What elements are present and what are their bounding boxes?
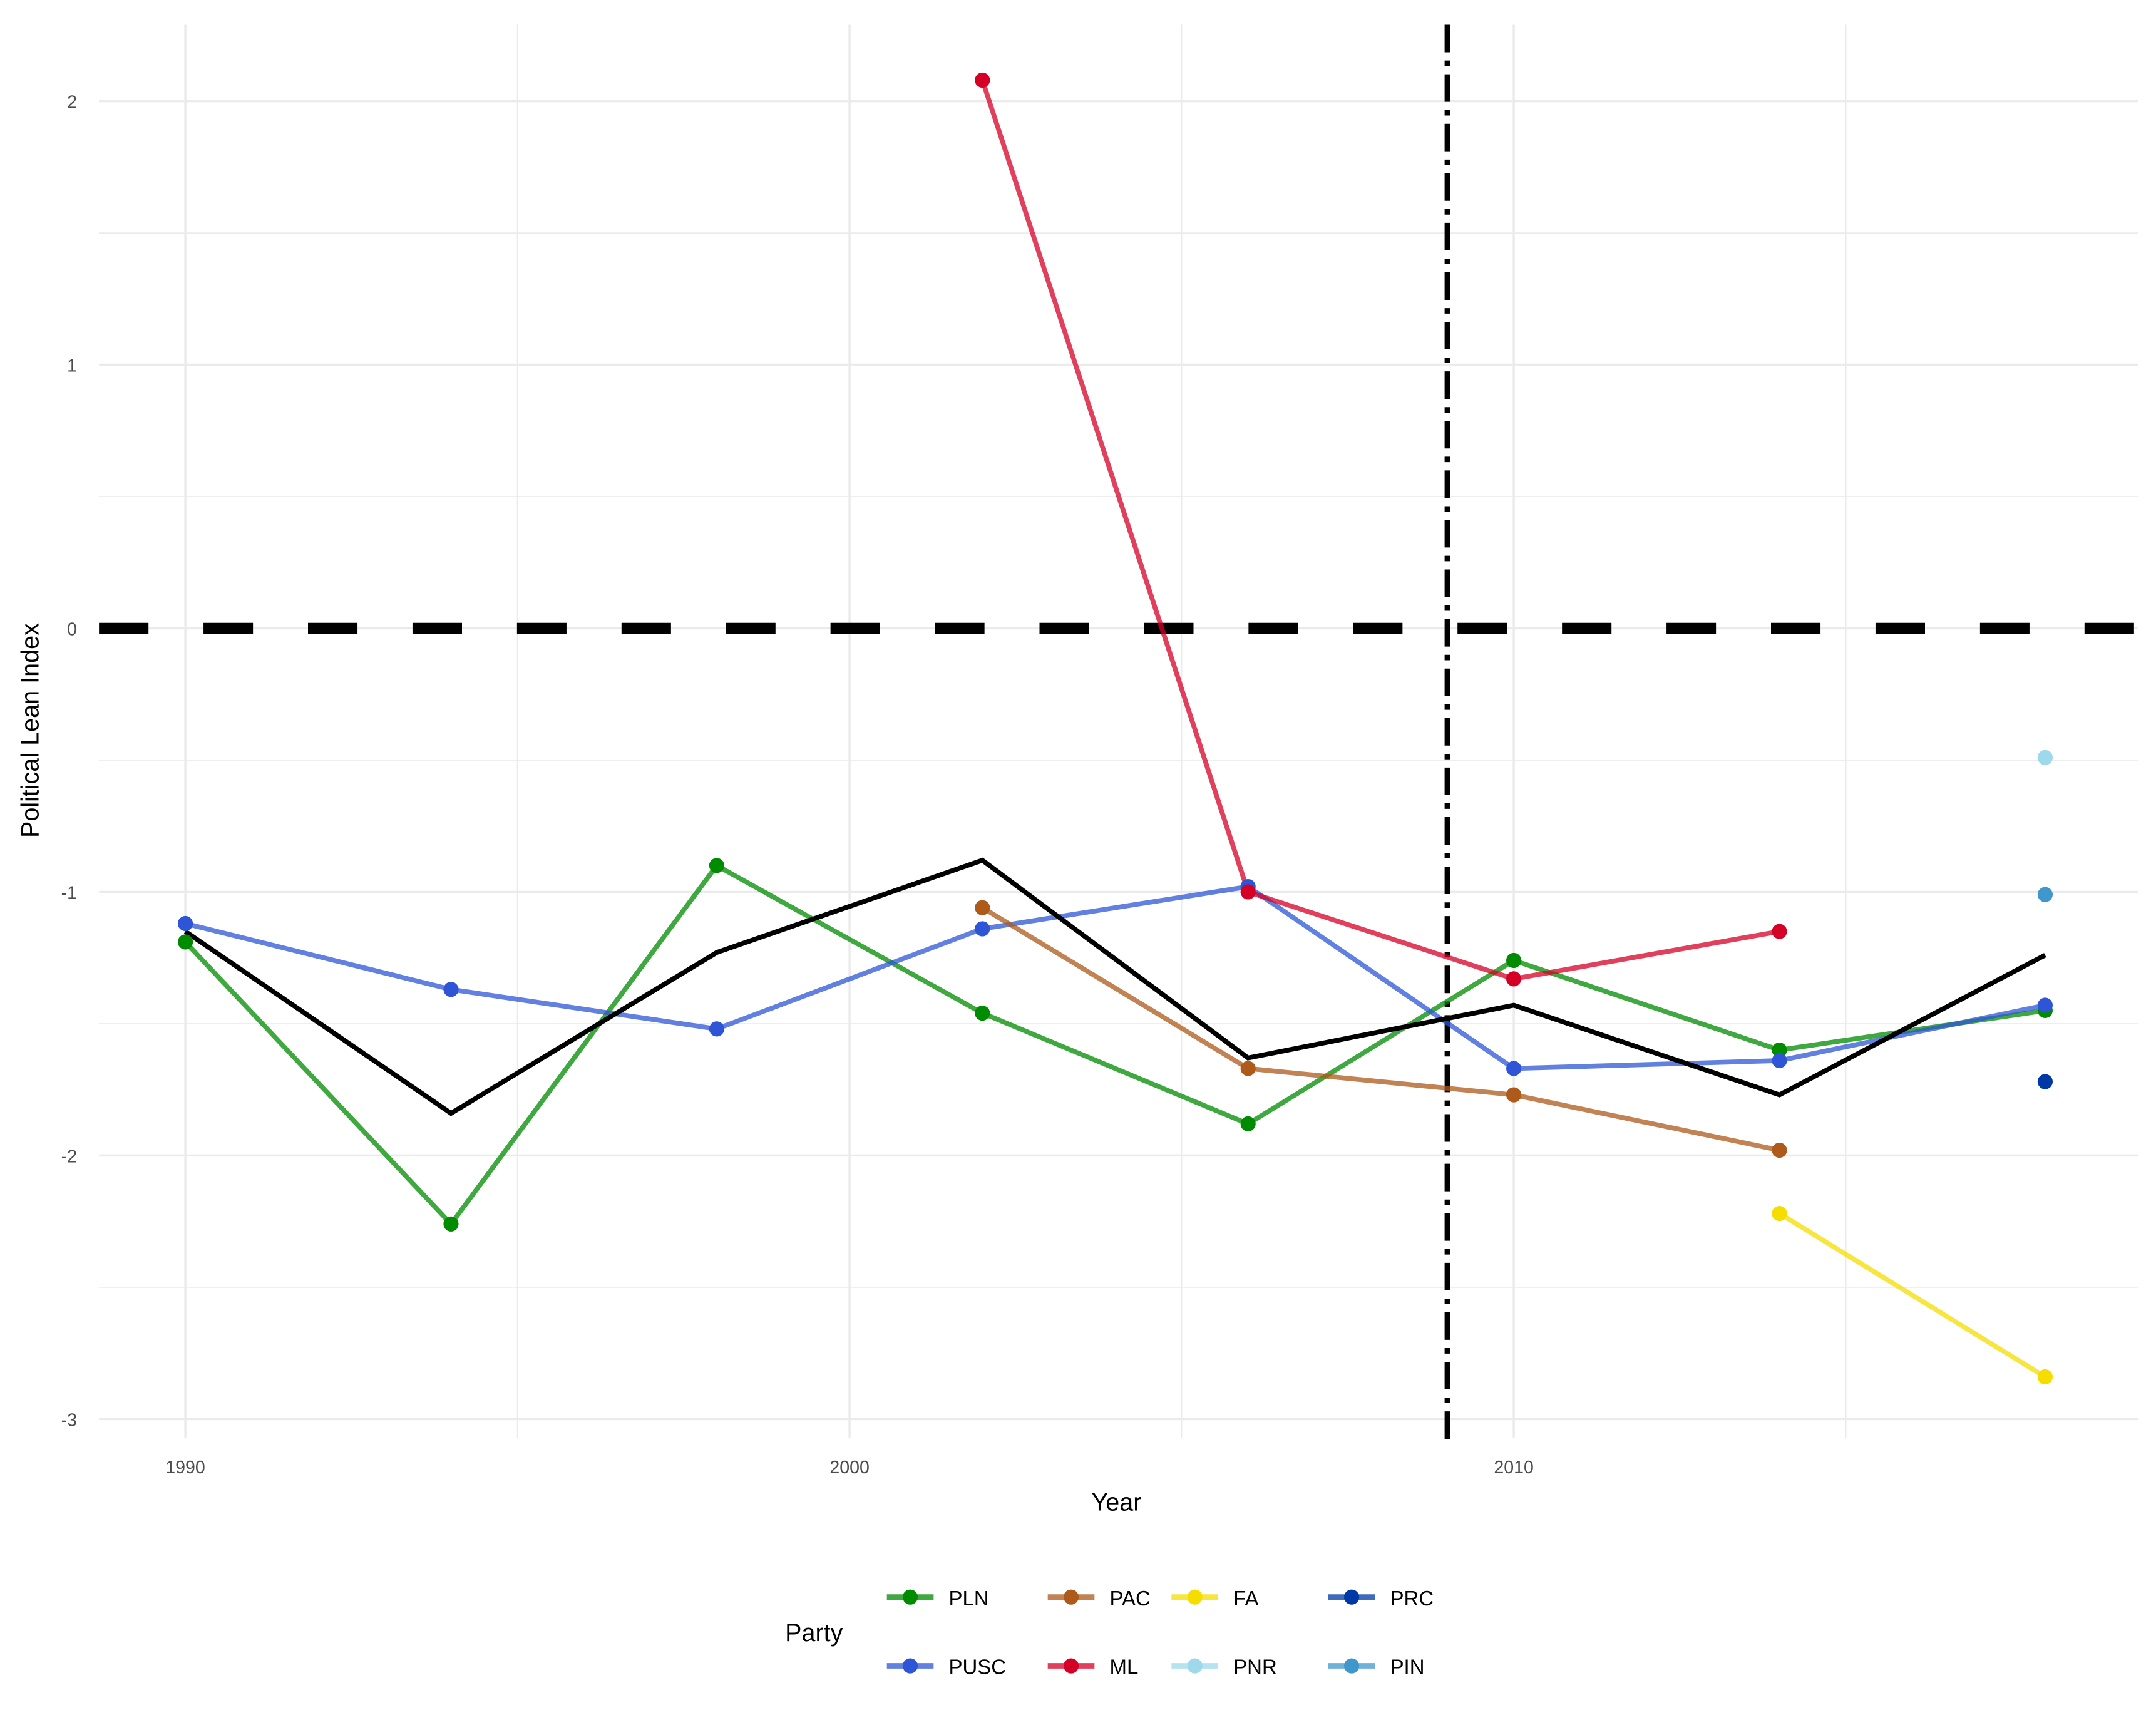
legend-key-point [1063,1589,1079,1605]
point-pac [1240,1061,1256,1076]
average-line [183,857,2046,1116]
point-pac [1506,1087,1522,1103]
line-ml [980,79,1780,982]
legend-label: PNR [1233,1655,1277,1679]
y-tick-label: 2 [67,93,77,113]
legend-item-ml: ML [1047,1655,1139,1679]
point-pln [975,1006,990,1021]
x-tick-label: 1990 [165,1458,205,1478]
y-tick-label: 1 [67,356,77,376]
legend-item-pac: PAC [1047,1587,1151,1610]
point-ml [1772,924,1787,939]
point-ml [975,72,990,88]
point-pusc [2037,997,2053,1013]
point-pln [443,1216,459,1232]
reference-lines [99,24,2138,1446]
point-pac [975,900,990,915]
legend-key-point [902,1658,918,1674]
legend-label: PIN [1390,1655,1425,1679]
point-pnr [2037,749,2053,765]
legend-key-point [1187,1658,1203,1674]
y-tick-label: 0 [67,620,77,640]
line-pac [981,905,1780,1153]
legend-item-pnr: PNR [1171,1655,1277,1679]
legend-item-pln: PLN [886,1587,989,1610]
series-points [177,72,2053,1385]
legend-label: FA [1233,1587,1258,1610]
legend-label: PAC [1110,1587,1151,1610]
point-ml [1506,971,1522,987]
legend-label: ML [1110,1655,1139,1679]
point-prc [2037,1074,2053,1089]
point-ml [1240,884,1256,900]
y-tick-label: -1 [61,883,77,903]
line-pusc [185,884,2046,1071]
axis-ticks: 1990 2000 2010 -3 -2 -1 0 1 2 [61,93,1534,1478]
legend-title: Party [785,1619,843,1647]
point-pusc [709,1021,724,1037]
line-pln [183,862,2046,1228]
x-tick-label: 2000 [829,1458,870,1478]
y-tick-label: -2 [61,1146,77,1166]
point-pln [177,934,193,950]
legend-label: PLN [949,1587,989,1610]
point-pln [1772,1042,1787,1058]
series-lines [183,79,2046,1379]
point-pac [1772,1142,1787,1158]
point-pusc [1772,1053,1787,1068]
point-pln [1506,952,1522,968]
x-tick-label: 2010 [1494,1458,1534,1478]
point-fa [2037,1369,2053,1385]
point-pusc [443,982,459,997]
point-pusc [975,921,990,937]
point-pusc [177,915,193,932]
point-fa [1772,1205,1787,1222]
legend-key-point [1344,1658,1360,1674]
y-tick-label: -3 [61,1410,77,1430]
legend-label: PRC [1390,1587,1434,1610]
legend-item-pin: PIN [1328,1655,1425,1679]
legend-item-prc: PRC [1328,1587,1434,1610]
legend-label: PUSC [949,1655,1007,1679]
legend-key-point [1187,1589,1203,1605]
legend-key-point [902,1589,918,1605]
line-fa [1778,1211,2046,1379]
point-pusc [1506,1061,1522,1076]
point-pln [709,858,724,873]
legend-item-fa: FA [1171,1587,1258,1610]
legend-item-pusc: PUSC [886,1655,1007,1679]
point-pin [2037,887,2053,902]
y-axis-label: Political Lean Index [17,623,44,838]
point-pln [1240,1116,1256,1131]
legend-key-point [1063,1658,1079,1674]
legend-key-point [1344,1589,1360,1605]
grid [99,24,2138,1438]
x-axis-label: Year [1092,1488,1142,1516]
legend: PLN PAC FA PRC PUSC ML PNR PIN [886,1587,1434,1679]
